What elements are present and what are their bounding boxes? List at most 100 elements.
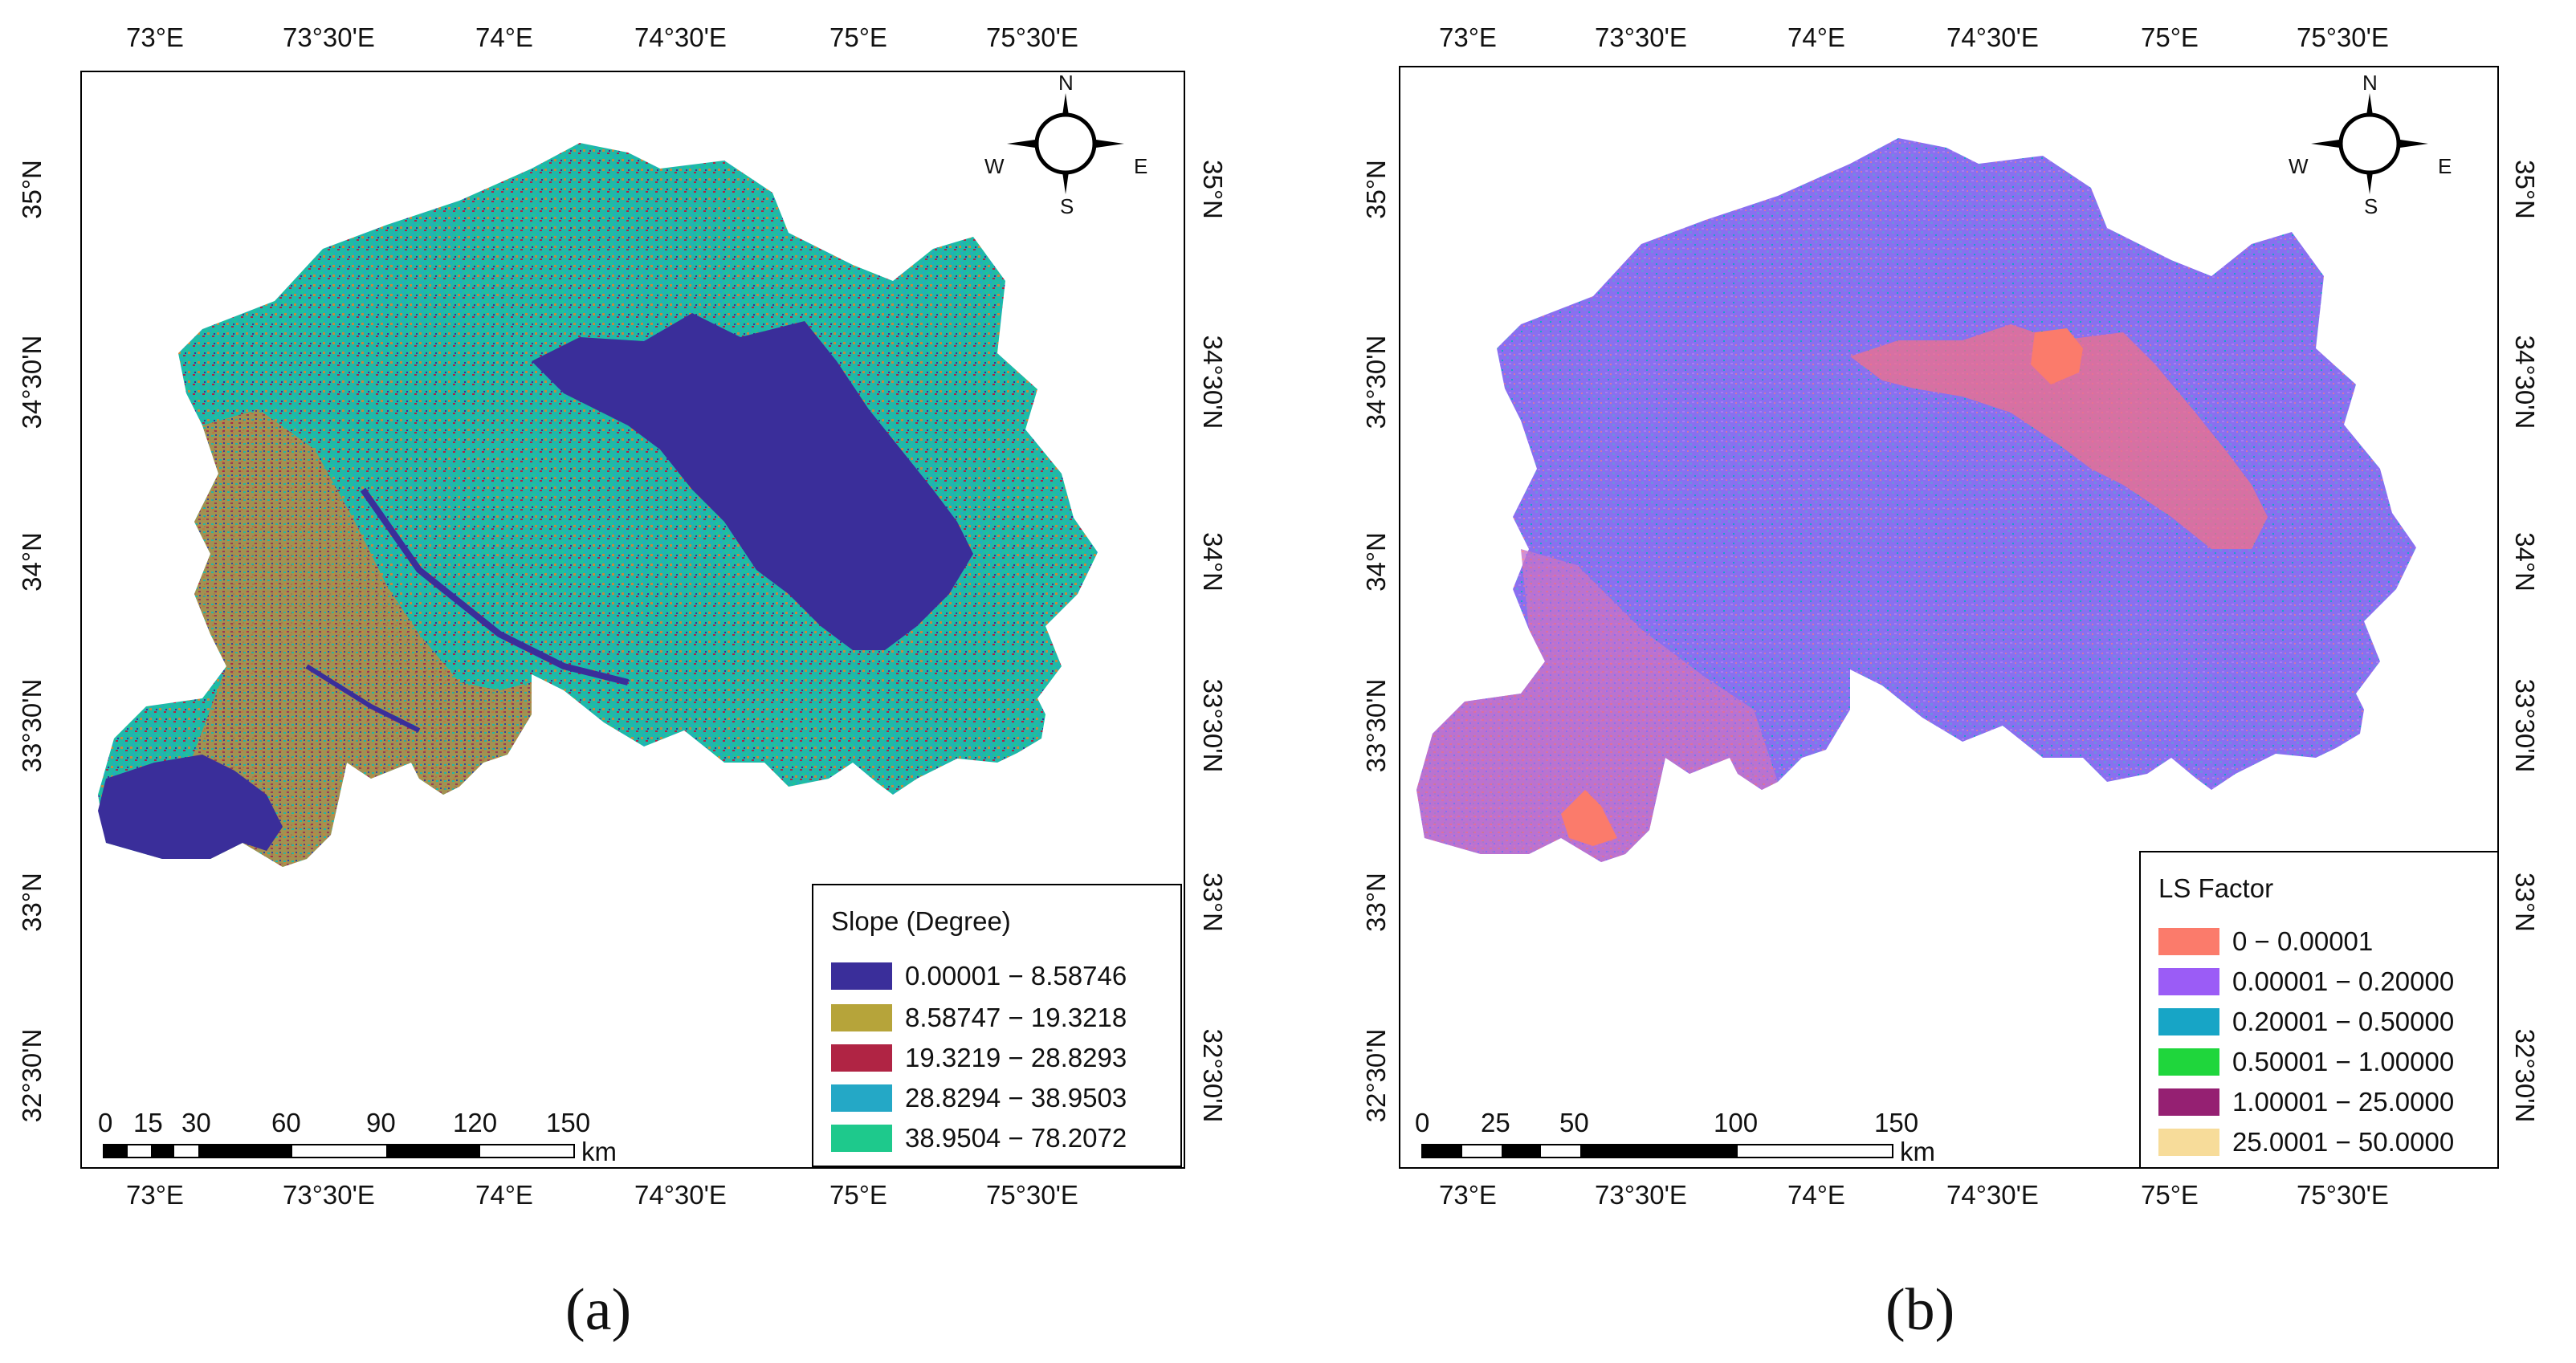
legend-label: 0.50001 − 1.00000 (2232, 1047, 2455, 1076)
compass-s: S (2364, 194, 2378, 218)
x-tick-top: 74°30'E (1946, 22, 2039, 52)
compass-n: N (2362, 71, 2378, 95)
x-tick-top: 73°E (1439, 22, 1497, 52)
y-tick-right: 33°N (1198, 873, 1228, 932)
compass-s: S (1060, 194, 1074, 218)
legend-label: 1.00001 − 25.0000 (2232, 1087, 2455, 1117)
y-tick-left: 34°N (1361, 532, 1391, 592)
x-tick-bottom: 73°E (126, 1180, 184, 1210)
x-tick-top: 75°30'E (2297, 22, 2389, 52)
legend-item: 0.50001 − 1.00000 (2158, 1047, 2454, 1077)
y-tick-right: 35°N (1198, 160, 1228, 219)
scale-label: 90 (366, 1108, 396, 1137)
legend-swatch (2158, 1129, 2219, 1156)
legend-item: 0.00001 − 8.58746 (831, 961, 1127, 991)
north-arrow-compass: N S W E (984, 71, 1147, 218)
legend-swatch (2158, 928, 2219, 955)
legend-label: 0.20001 − 0.50000 (2232, 1007, 2455, 1036)
legend-label: 28.8294 − 38.9503 (905, 1083, 1127, 1113)
y-tick-left: 33°N (1361, 873, 1391, 932)
y-tick-left: 33°30'N (17, 678, 47, 773)
valley-low-slope (532, 313, 973, 650)
map-canvas (98, 143, 1098, 867)
scale-label: 0 (1415, 1108, 1430, 1137)
legend-label: 38.9504 − 78.2072 (905, 1123, 1127, 1153)
x-tick-top: 75°30'E (986, 22, 1078, 52)
legend-item: 0 − 0.00001 (2158, 926, 2373, 957)
panel-b: 73°E 73°30'E 74°E 74°30'E 75°E 75°30'E 3… (1288, 0, 2576, 1363)
legend-label: 0 − 0.00001 (2232, 926, 2374, 956)
scale-bar-track (1421, 1144, 1893, 1158)
scale-label: 50 (1559, 1108, 1589, 1137)
x-tick-bottom: 75°E (2141, 1180, 2199, 1210)
legend-swatch (2158, 968, 2219, 995)
x-tick-top: 73°30'E (1595, 22, 1687, 52)
scale-bar: 0 15 30 60 90 120 150 km (95, 1108, 641, 1166)
y-tick-left: 32°30'N (1361, 1028, 1391, 1123)
y-tick-left: 35°N (1361, 160, 1391, 219)
x-tick-top: 75°E (2141, 22, 2199, 52)
legend-label: 0.00001 − 8.58746 (905, 961, 1127, 991)
y-tick-right: 33°N (2510, 873, 2540, 932)
compass-w: W (2289, 154, 2309, 178)
panel-label: (b) (1885, 1277, 1955, 1343)
scale-bar-track (103, 1144, 575, 1158)
x-tick-bottom: 75°30'E (986, 1180, 1078, 1210)
y-tick-right: 33°30'N (2510, 678, 2540, 773)
x-tick-top: 74°E (475, 22, 533, 52)
legend-item: 28.8294 − 38.9503 (831, 1083, 1127, 1113)
legend-item: 19.3219 − 28.8293 (831, 1043, 1127, 1073)
x-tick-bottom: 74°E (1787, 1180, 1845, 1210)
y-tick-left: 35°N (17, 160, 47, 219)
legend-label: 25.0001 − 50.0000 (2232, 1127, 2455, 1157)
compass-icon (2311, 93, 2428, 194)
legend-swatch (831, 962, 892, 990)
panel-a: 73°E 73°30'E 74°E 74°30'E 75°E 75°30'E 3… (17, 22, 1228, 1343)
y-tick-right: 33°30'N (1198, 678, 1228, 773)
y-tick-right: 34°N (1198, 532, 1228, 592)
legend-item: 0.20001 − 0.50000 (2158, 1007, 2454, 1037)
y-tick-left: 32°30'N (17, 1028, 47, 1123)
scale-label: 30 (181, 1108, 211, 1137)
legend-item: 1.00001 − 25.0000 (2158, 1087, 2454, 1117)
scale-label: 120 (453, 1108, 498, 1137)
legend-item: 38.9504 − 78.2072 (831, 1123, 1127, 1153)
legend-swatch (831, 1084, 892, 1112)
scale-label: 60 (271, 1108, 301, 1137)
x-tick-bottom: 75°30'E (2297, 1180, 2389, 1210)
x-tick-bottom: 75°E (829, 1180, 887, 1210)
y-tick-right: 32°30'N (1198, 1028, 1228, 1123)
compass-icon (1007, 93, 1124, 194)
y-tick-right: 34°30'N (1198, 335, 1228, 429)
x-tick-top: 74°E (1787, 22, 1845, 52)
scale-unit: km (581, 1137, 617, 1166)
y-tick-left: 33°N (17, 873, 47, 932)
map-frame (80, 71, 1185, 1169)
legend-swatch (2158, 1048, 2219, 1076)
legend-title: LS Factor (2158, 873, 2274, 903)
legend-swatch (831, 1004, 892, 1031)
scale-label: 15 (133, 1108, 163, 1137)
scale-label: 100 (1714, 1108, 1759, 1137)
compass-e: E (2438, 154, 2452, 178)
legend-label: 0.00001 − 0.20000 (2232, 966, 2455, 996)
compass-w: W (984, 154, 1005, 178)
legend-label: 19.3219 − 28.8293 (905, 1043, 1127, 1072)
panel-label: (a) (565, 1277, 632, 1343)
y-tick-left: 33°30'N (1361, 678, 1391, 773)
x-tick-bottom: 73°30'E (283, 1180, 375, 1210)
y-tick-left: 34°30'N (17, 335, 47, 429)
y-tick-left: 34°N (17, 532, 47, 592)
map-frame (1399, 66, 2499, 1169)
legend-swatch (831, 1125, 892, 1152)
scale-label: 150 (1874, 1108, 1919, 1137)
compass-n: N (1058, 71, 1074, 95)
legend-swatch (2158, 1088, 2219, 1116)
scale-unit: km (1900, 1137, 1935, 1166)
x-tick-top: 73°30'E (283, 22, 375, 52)
north-arrow-compass: N S W E (2289, 71, 2452, 218)
y-tick-right: 32°30'N (2510, 1028, 2540, 1123)
x-tick-bottom: 74°30'E (1946, 1180, 2039, 1210)
x-tick-top: 75°E (829, 22, 887, 52)
legend: LS Factor 0 − 0.00001 0.00001 − 0.20000 … (2139, 851, 2499, 1169)
